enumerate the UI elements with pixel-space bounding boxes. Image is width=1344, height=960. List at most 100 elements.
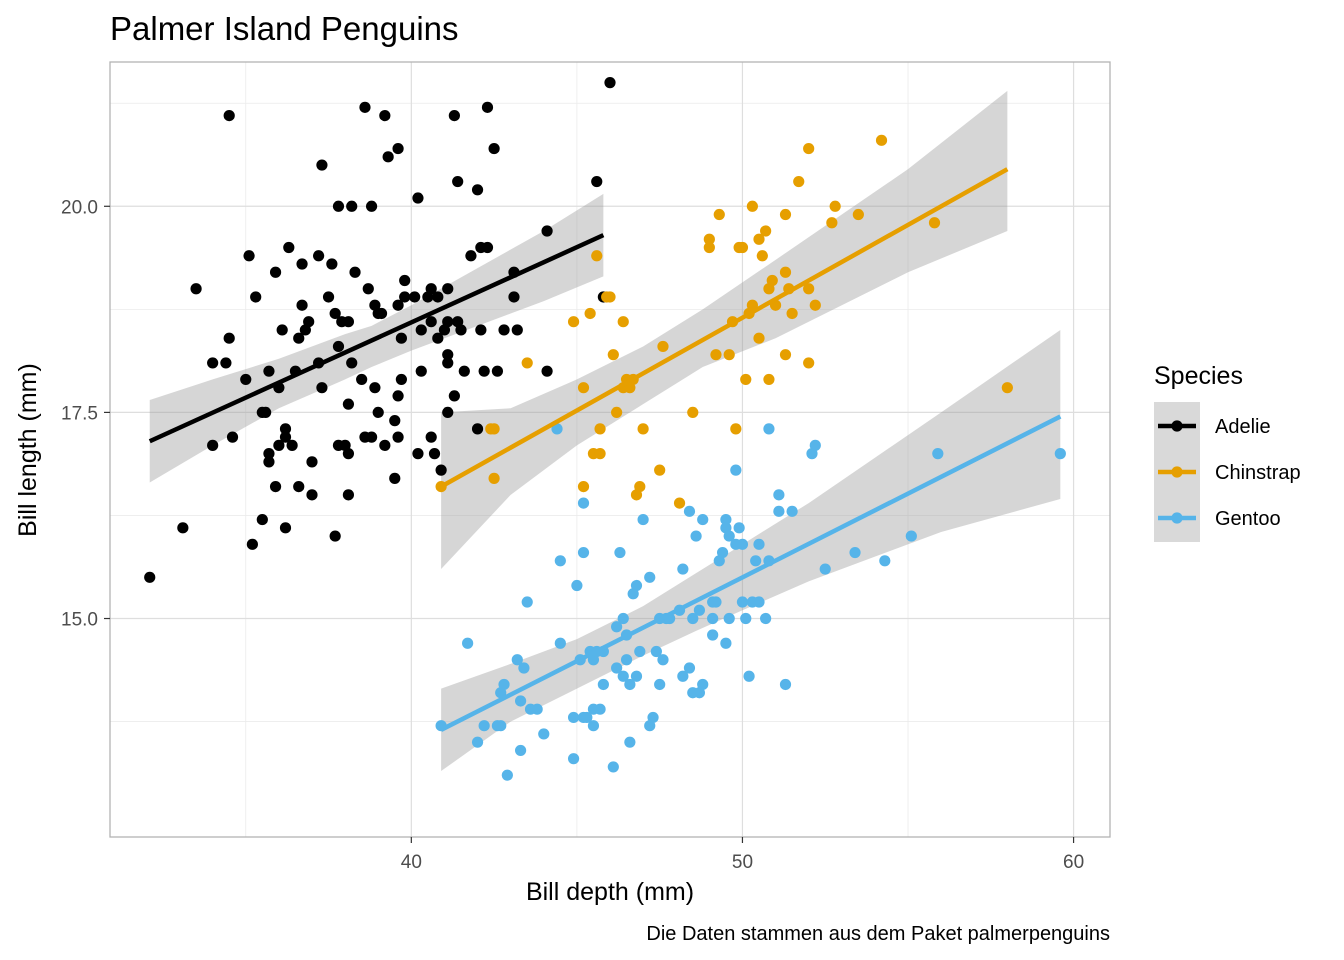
adelie-point [207,357,219,369]
adelie-point [369,382,381,394]
adelie-point [442,316,454,328]
y-axis-title: Bill length (mm) [14,363,42,537]
adelie-point [279,522,292,534]
adelie-point [365,200,378,212]
adelie-point [342,448,355,460]
gentoo-point [773,505,785,517]
gentoo-point [594,703,606,715]
gentoo-point [567,711,580,724]
gentoo-point [697,513,709,526]
gentoo-point [720,513,732,526]
y-tick-label: 17.5 [61,403,98,424]
chinstrap-point [594,448,606,460]
adelie-point [190,283,202,295]
adelie-point [220,357,232,369]
chinstrap-point [928,217,941,229]
adelie-point [415,324,427,336]
adelie-point [392,142,404,155]
adelie-point [260,406,272,418]
gentoo-point [644,571,656,583]
adelie-point [240,373,252,386]
chinstrap-point [753,332,765,344]
gentoo-point [723,612,735,625]
gentoo-point [607,761,619,773]
gentoo-point [677,563,689,575]
adelie-point [399,274,411,287]
adelie-point [541,225,553,237]
gentoo-point [693,604,706,616]
adelie-point [279,431,292,443]
adelie-point [365,431,378,443]
gentoo-point [773,489,785,501]
adelie-point [372,406,384,418]
gentoo-point [462,637,474,649]
adelie-point [491,365,504,377]
adelie-point [250,291,262,303]
adelie-point [541,365,553,377]
gentoo-point [710,596,722,608]
adelie-point [425,283,437,295]
adelie-point [286,439,298,451]
chinstrap-regression-line [440,167,1009,489]
chinstrap-point [488,472,500,484]
gentoo-point [617,612,629,625]
chinstrap-point [577,382,590,394]
gentoo-point [624,736,636,748]
gentoo-point [478,720,490,732]
adelie-point [591,175,603,188]
chinstrap-point [779,266,792,278]
adelie-point [412,192,424,204]
chinstrap-point [591,250,603,262]
adelie-point [296,299,308,311]
gentoo-point [498,678,510,691]
gentoo-point [819,563,831,575]
adelie-point [263,365,275,377]
chinstrap-point [803,357,815,369]
adelie-point [223,109,235,122]
gentoo-point [654,678,666,691]
chinstrap-point [803,142,815,155]
gentoo-point [723,530,735,542]
chinstrap-point [584,307,596,320]
gentoo-point [736,538,749,550]
gentoo-point [571,579,583,592]
gentoo-point [511,654,523,666]
adelie-point [442,349,454,361]
x-tick-label: 40 [401,852,422,873]
chinstrap-point [760,225,772,237]
gentoo-point [614,546,626,559]
chinstrap-point [829,200,841,212]
caption: Die Daten stammen aus dem Paket palmerpe… [646,923,1110,945]
gentoo-point [687,612,699,625]
gentoo-point [611,621,623,633]
adelie-point [362,283,374,295]
chinstrap-point [488,423,500,435]
adelie-point [389,472,401,484]
adelie-point [332,340,345,353]
adelie-point [478,365,490,377]
x-axis-ticks: 40 50 60 [401,837,1084,873]
adelie-point [465,250,477,262]
adelie-point [425,431,437,443]
gentoo-point [879,555,891,567]
gentoo-point [657,654,669,666]
chinstrap-point [577,481,590,493]
adelie-point [326,258,338,270]
gentoo-point [514,695,527,707]
data-points [144,77,1066,781]
chinstrap-point [779,349,792,361]
gentoo-point [630,579,643,592]
gentoo-point [690,530,702,542]
gentoo-point [786,505,798,517]
gentoo-point [518,662,530,674]
adelie-point [399,291,411,303]
adelie-point [207,439,219,451]
y-tick-label: 15.0 [61,610,98,631]
adelie-point [283,241,295,254]
adelie-point [296,258,308,270]
gentoo-point [743,670,755,682]
adelie-point [293,481,305,493]
chinstrap-point [611,406,623,418]
gentoo-point [750,555,762,567]
adelie-point [395,332,407,344]
